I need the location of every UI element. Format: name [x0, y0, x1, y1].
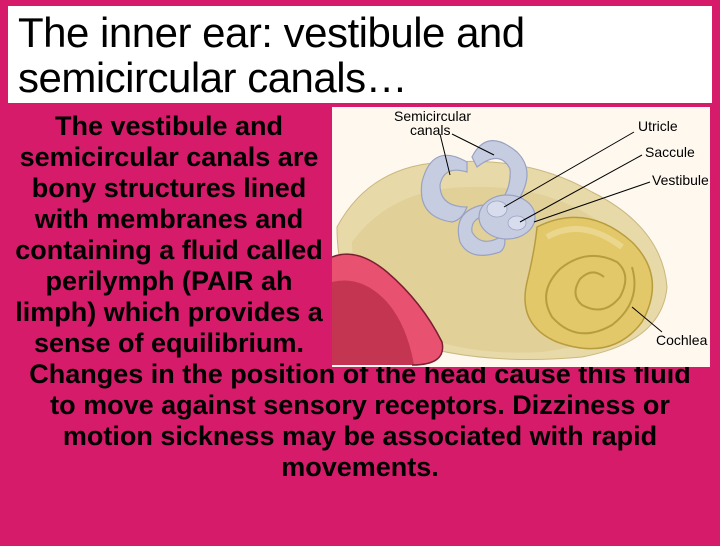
- content-area: Semicircular canals Utricle Saccule Vest…: [0, 107, 720, 484]
- paragraph-2: Changes in the position of the head caus…: [14, 359, 706, 483]
- paragraph-1: The vestibule and semicircular canals ar…: [14, 111, 324, 359]
- label-vestibule: Vestibule: [652, 172, 709, 188]
- label-cochlea: Cochlea: [656, 332, 708, 348]
- label-canals: canals: [410, 122, 450, 138]
- label-saccule: Saccule: [645, 144, 695, 160]
- title-box: The inner ear: vestibule and semicircula…: [8, 6, 712, 103]
- label-utricle: Utricle: [638, 118, 678, 134]
- page-title: The inner ear: vestibule and semicircula…: [18, 10, 702, 101]
- inner-ear-diagram: Semicircular canals Utricle Saccule Vest…: [332, 107, 710, 367]
